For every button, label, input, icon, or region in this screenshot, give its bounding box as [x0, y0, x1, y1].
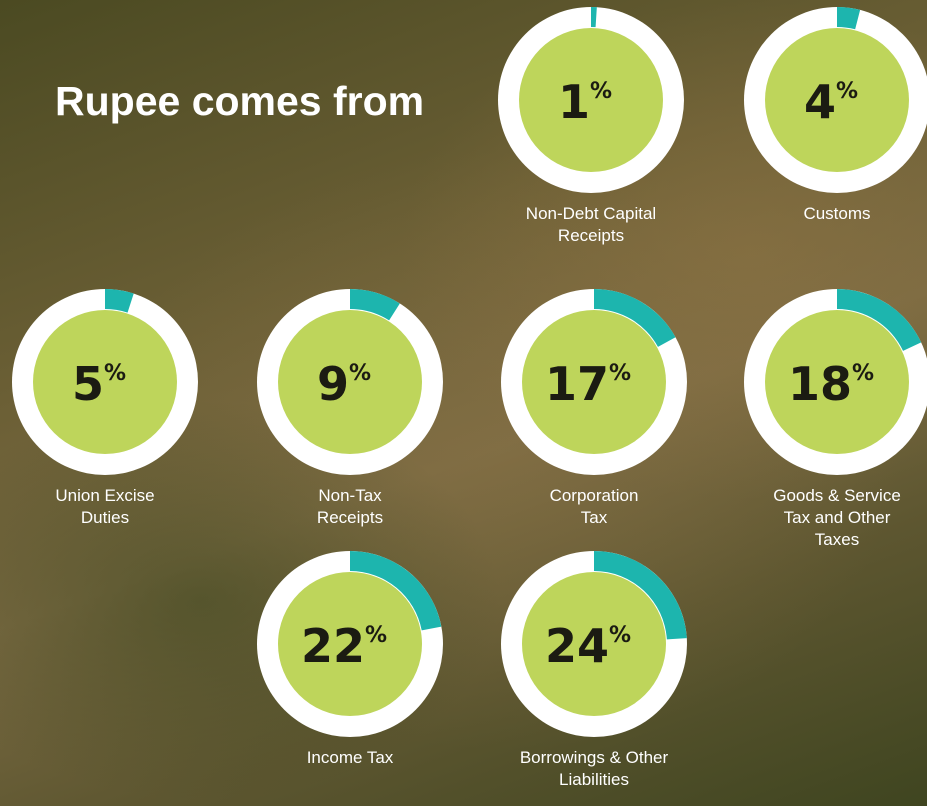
value-label: 18% — [788, 357, 874, 411]
donut-center — [278, 310, 422, 454]
value-number: 1 — [558, 75, 590, 129]
value-number: 17 — [545, 357, 609, 411]
donut-share — [594, 289, 676, 347]
donut-share — [837, 7, 861, 30]
donut-center — [33, 310, 177, 454]
value-number: 18 — [788, 357, 852, 411]
donut-share — [837, 289, 922, 351]
category-label: Customs — [803, 204, 871, 223]
value-unit: % — [836, 79, 858, 104]
donut-share — [594, 551, 687, 640]
category-label: Goods & Service Tax and Other Taxes — [773, 486, 901, 549]
value-label: 22% — [301, 619, 387, 673]
category-label: Non-Debt Capital Receipts — [525, 204, 657, 245]
value-unit: % — [104, 361, 126, 386]
category-label: Income Tax — [306, 748, 394, 767]
value-number: 9 — [317, 357, 349, 411]
value-number: 5 — [72, 357, 104, 411]
value-label: 1% — [558, 75, 612, 129]
donut-share — [350, 289, 400, 321]
donut-center — [278, 572, 422, 716]
value-unit: % — [609, 361, 631, 386]
value-unit: % — [590, 79, 612, 104]
value-unit: % — [609, 623, 631, 648]
category-label: Union Excise Duties — [55, 486, 155, 527]
chart-title: Rupee comes from — [55, 78, 425, 124]
value-label: 17% — [545, 357, 631, 411]
donut-center — [522, 310, 666, 454]
value-unit: % — [349, 361, 371, 386]
category-label: Non-Tax Receipts — [316, 486, 384, 527]
donut-center — [765, 310, 909, 454]
value-unit: % — [852, 361, 874, 386]
value-number: 22 — [301, 619, 365, 673]
value-label: 24% — [545, 619, 631, 673]
donut-center — [519, 28, 663, 172]
value-number: 4 — [804, 75, 836, 129]
value-unit: % — [365, 623, 387, 648]
value-label: 4% — [804, 75, 858, 129]
category-label: Borrowings & Other Liabilities — [519, 748, 669, 789]
category-label: Corporation Tax — [549, 486, 639, 527]
value-label: 5% — [72, 357, 126, 411]
value-number: 24 — [545, 619, 609, 673]
value-label: 9% — [317, 357, 371, 411]
donut-center — [765, 28, 909, 172]
donut-share — [591, 7, 597, 28]
donut-share — [105, 289, 134, 313]
donut-center — [522, 572, 666, 716]
donut-share — [350, 551, 442, 631]
